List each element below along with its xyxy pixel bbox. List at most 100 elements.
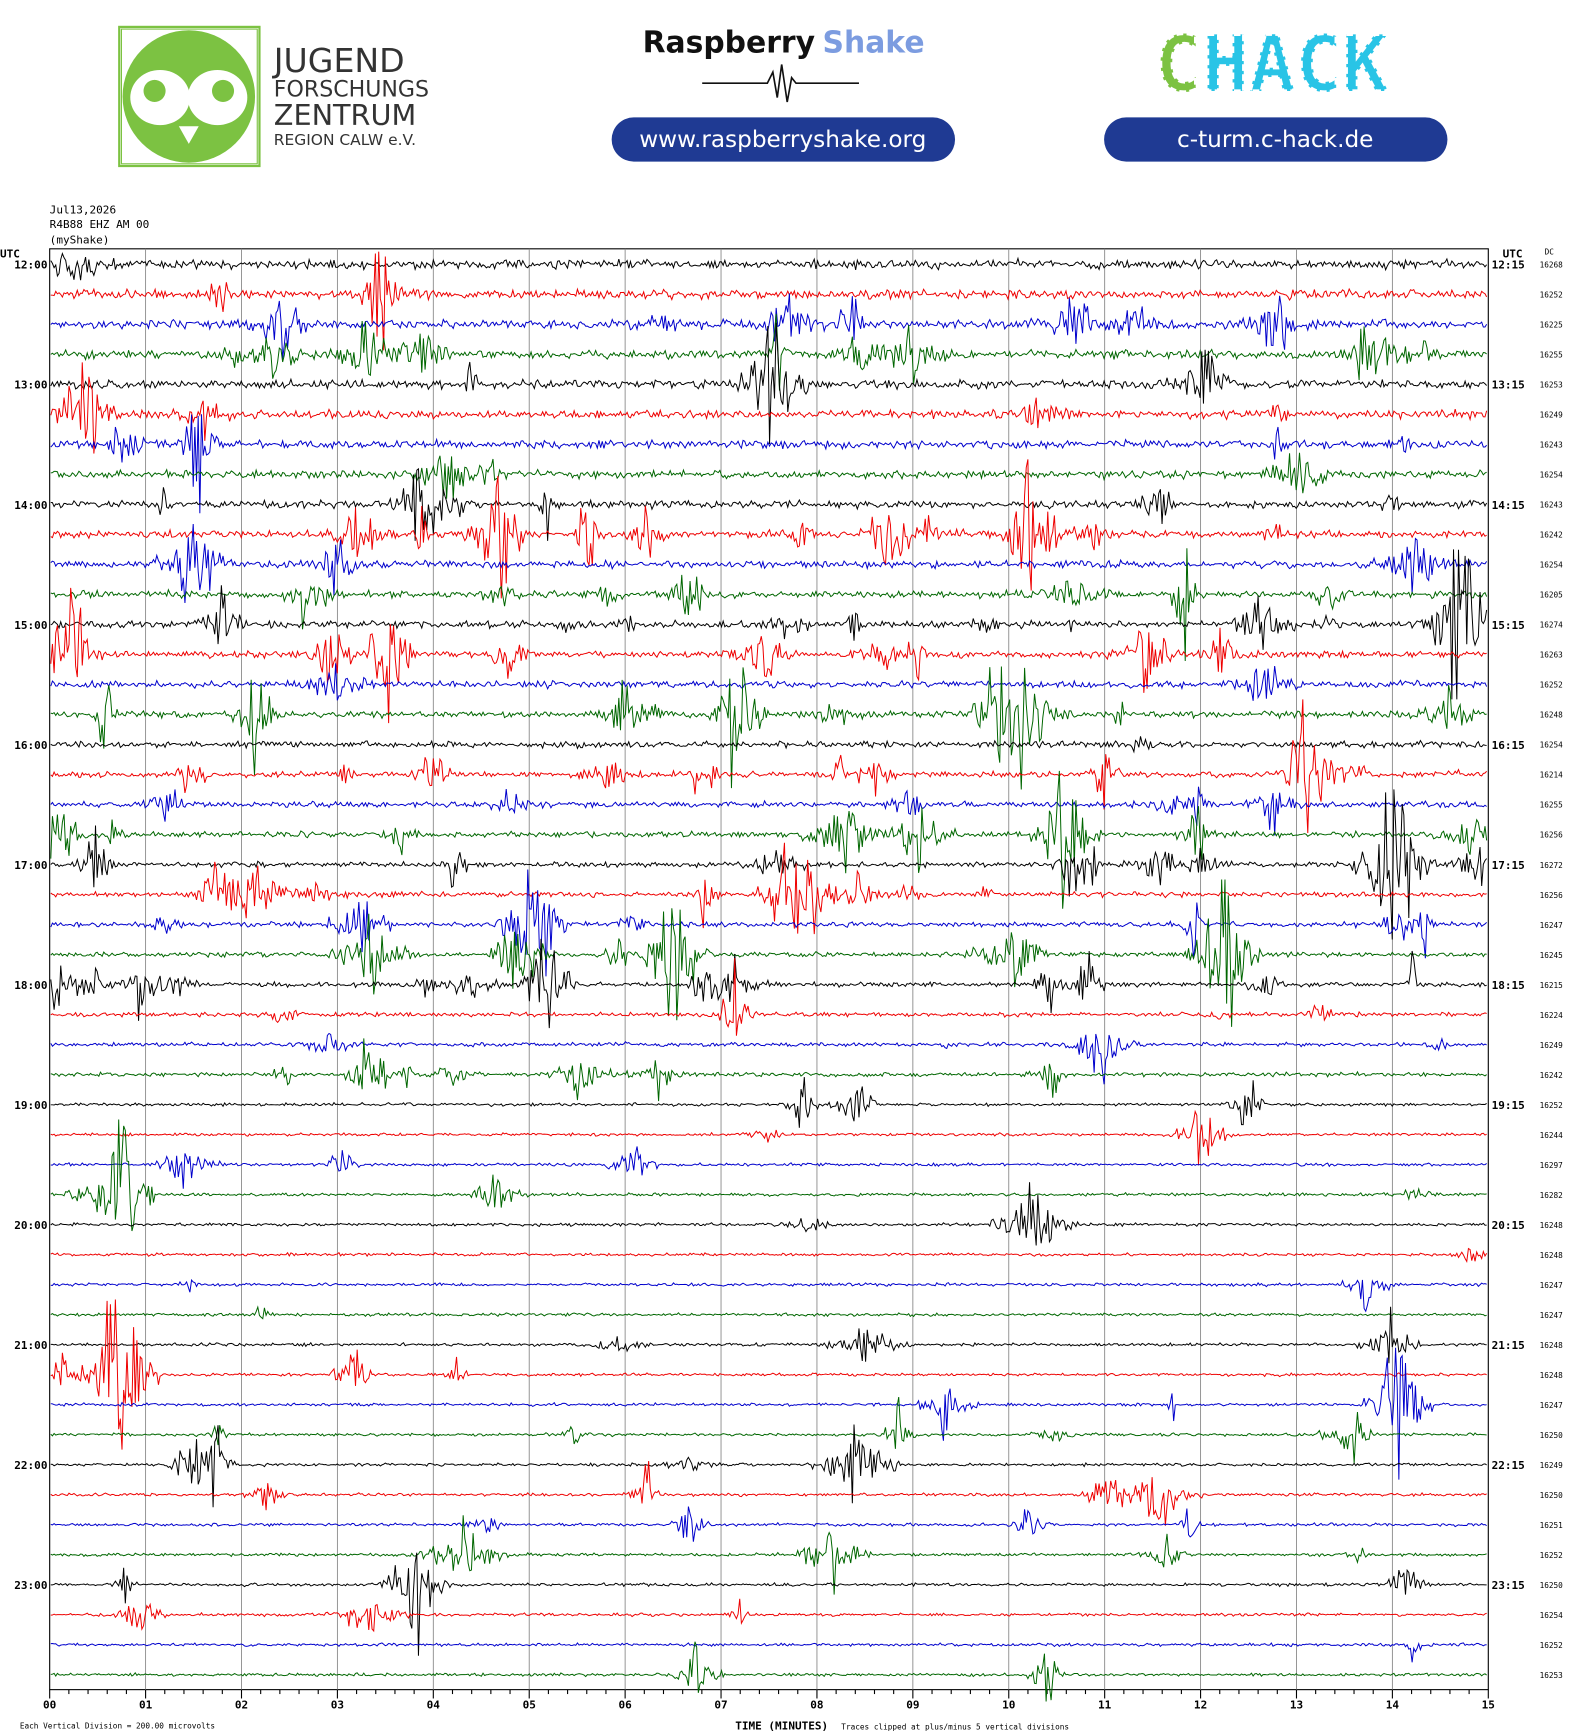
trace xyxy=(50,1182,1487,1246)
left-time-label: 17:00 xyxy=(14,859,47,872)
trace xyxy=(50,1641,1487,1702)
trace xyxy=(50,770,1488,909)
dc-value: 16255 xyxy=(1540,351,1564,360)
dc-value: 16252 xyxy=(1540,291,1563,300)
trace xyxy=(50,1299,1487,1450)
dc-value: 16250 xyxy=(1540,1431,1564,1440)
trace xyxy=(50,414,1488,514)
dc-value: 16256 xyxy=(1540,831,1564,840)
url-button[interactable] xyxy=(611,117,956,162)
dc-value: 16272 xyxy=(1540,861,1563,870)
trace xyxy=(50,252,1488,281)
dc-value: 16253 xyxy=(1540,1671,1564,1680)
right-time-label: 12:15 xyxy=(1492,259,1525,272)
plot-date: Jul13,2026 xyxy=(50,203,116,216)
left-time-label: 18:00 xyxy=(14,979,47,992)
trace xyxy=(50,362,1488,454)
trace xyxy=(50,452,1487,500)
x-tick-label: 03 xyxy=(331,1698,344,1711)
org-name: FORSCHUNGS xyxy=(274,77,429,102)
plot-owner: (myShake) xyxy=(50,233,110,246)
right-time-label: 18:15 xyxy=(1492,979,1525,992)
trace xyxy=(50,1109,1487,1165)
dc-value: 16254 xyxy=(1540,561,1564,570)
url-text[interactable]: www.raspberryshake.org xyxy=(639,126,926,153)
right-time-label: 15:15 xyxy=(1492,619,1525,632)
trace xyxy=(50,1247,1488,1264)
trace xyxy=(50,459,1487,599)
trace xyxy=(50,1396,1487,1464)
dc-value: 16251 xyxy=(1540,1521,1564,1530)
dc-value: 16225 xyxy=(1540,321,1564,330)
left-time-label: 23:00 xyxy=(14,1579,47,1592)
scale-note: Each Vertical Division = 200.00 microvol… xyxy=(20,1721,215,1730)
trace xyxy=(50,524,1488,604)
dc-value: 16224 xyxy=(1540,1011,1564,1020)
dc-value: 16249 xyxy=(1540,1041,1564,1050)
dc-value: 16248 xyxy=(1540,1371,1564,1380)
dc-value: 16247 xyxy=(1540,921,1564,930)
x-tick-label: 06 xyxy=(618,1698,632,1711)
dc-value: 16252 xyxy=(1540,1101,1563,1110)
dc-value: 16282 xyxy=(1540,1191,1563,1200)
trace xyxy=(50,1598,1487,1633)
left-time-label: 16:00 xyxy=(14,739,47,752)
trace xyxy=(50,1347,1487,1480)
trace xyxy=(50,1552,1487,1656)
x-tick-label: 13 xyxy=(1290,1698,1303,1711)
trace xyxy=(50,548,1488,661)
right-time-label: 14:15 xyxy=(1492,499,1525,512)
trace xyxy=(50,1506,1487,1542)
right-time-label: 22:15 xyxy=(1492,1459,1525,1472)
org-name: JUGEND xyxy=(272,41,405,80)
trace xyxy=(50,699,1488,834)
plot-station: R4B88 EHZ AM 00 xyxy=(50,218,150,231)
shake-logo: Raspberry xyxy=(643,25,815,60)
dc-value: 16248 xyxy=(1540,1251,1564,1260)
dc-value: 16252 xyxy=(1540,681,1563,690)
dc-value: 16244 xyxy=(1540,1131,1564,1140)
dc-value: 16255 xyxy=(1540,801,1564,810)
dc-value: 16250 xyxy=(1540,1581,1564,1590)
logo-lines xyxy=(120,28,258,165)
trace xyxy=(50,1077,1487,1128)
logo-beak xyxy=(178,126,199,144)
url-text[interactable]: c-turm.c-hack.de xyxy=(1177,126,1373,153)
left-time-label: 22:00 xyxy=(14,1459,47,1472)
dc-value: 16205 xyxy=(1540,591,1564,600)
right-time-label: 13:15 xyxy=(1492,379,1525,392)
x-tick-label: 04 xyxy=(427,1698,441,1711)
clip-note: Traces clipped at plus/minus 5 vertical … xyxy=(841,1722,1069,1731)
trace xyxy=(50,1424,1487,1508)
x-tick-label: 11 xyxy=(1098,1698,1112,1711)
trace xyxy=(50,1032,1487,1085)
left-time-label: 21:00 xyxy=(14,1339,47,1352)
x-axis-title: TIME (MINUTES) xyxy=(735,1719,828,1732)
left-time-label: 14:00 xyxy=(14,499,47,512)
dc-value: 16245 xyxy=(1540,951,1564,960)
trace xyxy=(50,467,1488,541)
trace xyxy=(50,1305,1487,1320)
dc-value: 16254 xyxy=(1540,741,1564,750)
x-tick-label: 02 xyxy=(235,1698,248,1711)
org-name: REGION CALW e.V. xyxy=(274,131,416,149)
shake-logo: Shake xyxy=(823,25,925,60)
trace xyxy=(50,549,1488,700)
dc-value: 16243 xyxy=(1540,441,1564,450)
trace xyxy=(50,1515,1487,1595)
dc-header: DC xyxy=(1545,247,1555,256)
dc-value: 16252 xyxy=(1540,1551,1563,1560)
trace xyxy=(50,1146,1487,1189)
x-tick-label: 07 xyxy=(714,1698,727,1711)
right-unit: UTC xyxy=(1503,248,1523,261)
right-time-label: 20:15 xyxy=(1492,1219,1525,1232)
dc-value: 16248 xyxy=(1540,1341,1564,1350)
dc-value: 16214 xyxy=(1540,771,1564,780)
dc-value: 16256 xyxy=(1540,891,1564,900)
trace xyxy=(50,789,1488,940)
right-time-label: 17:15 xyxy=(1492,859,1525,872)
dc-value: 16263 xyxy=(1540,651,1564,660)
url-button[interactable] xyxy=(1104,117,1448,162)
trace xyxy=(50,1306,1487,1364)
